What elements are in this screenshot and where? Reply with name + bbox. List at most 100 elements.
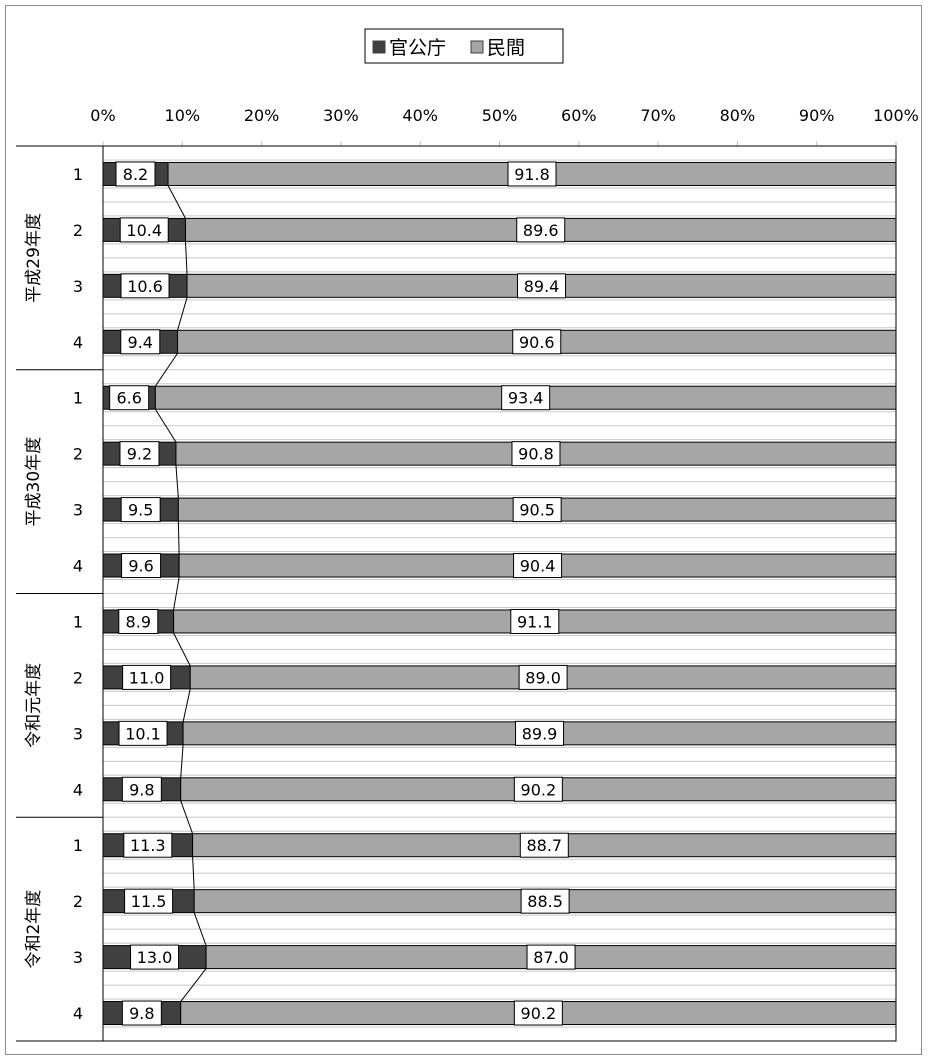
data-label-minkan-box: [518, 664, 568, 690]
series-line: [180, 800, 194, 834]
data-label-minkan-box: [517, 273, 567, 299]
series-line: [177, 297, 188, 331]
data-label-minkan-box: [516, 217, 566, 243]
group-label: 令和2年度: [24, 890, 44, 969]
legend-box: [364, 28, 564, 64]
data-label-minkan-box: [519, 832, 569, 858]
x-tick-label: 0%: [90, 106, 115, 125]
legend-label-2: 民間: [487, 37, 525, 59]
data-label-kankocho-box: [119, 441, 160, 467]
quarter-label: 3: [73, 948, 83, 967]
data-label-minkan: 89.9: [522, 724, 558, 743]
data-label-minkan: 91.8: [514, 165, 550, 184]
data-label-minkan: 89.4: [524, 277, 560, 296]
data-label-kankocho: 9.2: [127, 445, 152, 464]
series-line: [173, 632, 191, 667]
legend-swatch-1: [372, 40, 386, 54]
quarter-label: 4: [73, 333, 83, 352]
x-tick-label: 90%: [799, 106, 835, 125]
series-line: [180, 744, 184, 778]
data-label-minkan: 90.2: [521, 1004, 557, 1023]
stacked-bar-chart: 官公庁 民間 0% 10% 20% 30% 40% 50% 60% 70% 80% 90% 100% 8.…: [16, 28, 919, 1042]
x-tick-label: 20%: [244, 106, 280, 125]
data-label-minkan-box: [513, 553, 563, 579]
data-label-minkan-box: [513, 776, 563, 802]
data-label-kankocho-box: [121, 1000, 162, 1026]
series-line: [192, 856, 195, 890]
data-label-minkan-box: [501, 385, 551, 411]
data-label-kankocho-box: [120, 273, 170, 299]
quarter-label: 1: [73, 165, 83, 184]
data-label-minkan: 90.2: [521, 780, 557, 799]
data-label-minkan: 90.8: [518, 445, 554, 464]
group-label: 平成30年度: [24, 437, 44, 527]
data-label-kankocho-box: [121, 553, 162, 579]
data-label-kankocho-box: [130, 944, 180, 970]
series-line: [177, 521, 180, 555]
quarter-label: 2: [73, 668, 83, 687]
data-label-kankocho: 8.9: [126, 612, 151, 631]
quarter-label: 1: [73, 836, 83, 855]
quarter-label: 2: [73, 892, 83, 911]
series-line: [167, 185, 186, 219]
data-label-kankocho-box: [119, 217, 169, 243]
x-tick-label: 50%: [482, 106, 518, 125]
data-label-kankocho: 11.0: [129, 668, 165, 687]
series-line: [182, 688, 191, 722]
data-label-minkan-box: [512, 497, 562, 523]
data-label-minkan: 90.4: [520, 557, 556, 576]
data-label-kankocho-box: [124, 888, 174, 914]
data-label-minkan-box: [510, 608, 560, 634]
data-label-kankocho-box: [120, 497, 161, 523]
data-label-kankocho: 11.3: [130, 836, 166, 855]
quarter-label: 4: [73, 780, 83, 799]
data-label-kankocho: 8.2: [123, 165, 148, 184]
quarter-label: 1: [73, 612, 83, 631]
data-label-minkan-box: [512, 329, 562, 355]
data-label-kankocho-box: [122, 664, 172, 690]
data-label-kankocho: 9.6: [128, 557, 153, 576]
data-label-kankocho: 10.4: [126, 221, 162, 240]
data-label-minkan-box: [526, 944, 576, 970]
data-label-minkan: 90.5: [519, 501, 555, 520]
quarter-label: 3: [73, 277, 83, 296]
data-label-minkan: 91.1: [517, 612, 553, 631]
data-label-minkan-box: [520, 888, 570, 914]
series-line: [173, 576, 180, 611]
data-label-minkan-box: [513, 1000, 563, 1026]
data-label-kankocho: 6.6: [116, 389, 141, 408]
group-label: 平成29年度: [24, 213, 44, 303]
data-label-minkan: 87.0: [533, 948, 569, 967]
data-label-kankocho: 10.6: [127, 277, 163, 296]
data-label-kankocho: 9.8: [129, 780, 154, 799]
data-label-kankocho-box: [120, 329, 161, 355]
data-label-minkan-box: [511, 441, 561, 467]
series-line: [175, 465, 179, 499]
data-label-kankocho: 11.5: [131, 892, 167, 911]
data-label-kankocho: 9.8: [129, 1004, 154, 1023]
data-label-minkan: 89.6: [523, 221, 559, 240]
data-label-minkan: 88.7: [526, 836, 562, 855]
quarter-label: 4: [73, 1004, 83, 1023]
quarter-label: 2: [73, 445, 83, 464]
data-label-kankocho-box: [118, 608, 159, 634]
x-tick-label: 10%: [165, 106, 201, 125]
data-label-kankocho-box: [118, 720, 168, 746]
quarter-label: 3: [73, 724, 83, 743]
data-label-minkan: 93.4: [508, 389, 544, 408]
series-line: [180, 968, 207, 1002]
data-label-kankocho: 13.0: [137, 948, 173, 967]
data-label-minkan: 90.6: [519, 333, 555, 352]
data-label-kankocho: 9.5: [128, 501, 153, 520]
x-tick-label: 80%: [720, 106, 756, 125]
series-line: [154, 408, 177, 443]
data-label-minkan-box: [515, 720, 565, 746]
data-label-minkan-box: [507, 161, 557, 187]
series-line: [193, 912, 207, 946]
x-tick-label: 30%: [323, 106, 359, 125]
quarter-label: 1: [73, 389, 83, 408]
legend-swatch-2: [470, 40, 484, 54]
series-line: [184, 241, 188, 275]
quarter-label: 3: [73, 501, 83, 520]
group-label: 令和元年度: [24, 663, 44, 748]
